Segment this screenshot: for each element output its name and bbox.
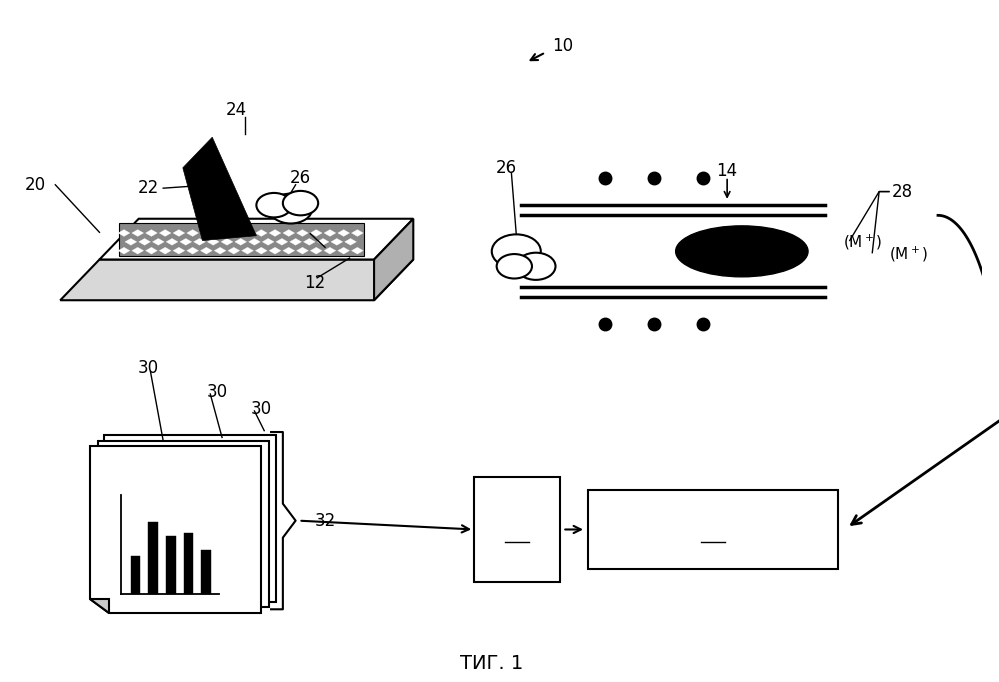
Circle shape — [492, 235, 540, 268]
Polygon shape — [283, 230, 295, 237]
Polygon shape — [311, 230, 322, 237]
Polygon shape — [249, 239, 261, 246]
Polygon shape — [324, 248, 336, 254]
Polygon shape — [104, 435, 276, 602]
Polygon shape — [194, 239, 206, 246]
Polygon shape — [228, 248, 240, 254]
Polygon shape — [214, 230, 226, 237]
Polygon shape — [297, 248, 309, 254]
Polygon shape — [90, 446, 262, 612]
Polygon shape — [132, 230, 144, 237]
Polygon shape — [159, 248, 171, 254]
Polygon shape — [304, 239, 316, 246]
Polygon shape — [180, 239, 192, 246]
Polygon shape — [60, 259, 414, 300]
Polygon shape — [201, 230, 212, 237]
Polygon shape — [187, 230, 199, 237]
Text: (M$^+$): (M$^+$) — [889, 244, 928, 264]
Polygon shape — [242, 230, 254, 237]
Text: ΤИГ. 1: ΤИГ. 1 — [461, 654, 523, 673]
Polygon shape — [338, 230, 350, 237]
Polygon shape — [352, 248, 364, 254]
Polygon shape — [338, 248, 350, 254]
Circle shape — [516, 253, 555, 280]
Polygon shape — [221, 239, 233, 246]
Polygon shape — [104, 589, 124, 602]
Polygon shape — [228, 230, 240, 237]
Text: 26: 26 — [290, 169, 311, 187]
Polygon shape — [146, 248, 157, 254]
Text: 28: 28 — [892, 183, 913, 201]
Polygon shape — [345, 239, 357, 246]
Circle shape — [269, 194, 313, 224]
Polygon shape — [100, 219, 414, 259]
Polygon shape — [208, 239, 219, 246]
Polygon shape — [118, 248, 130, 254]
Polygon shape — [173, 248, 185, 254]
Circle shape — [257, 193, 292, 218]
Polygon shape — [214, 248, 226, 254]
Bar — [202, 550, 211, 593]
Polygon shape — [318, 239, 329, 246]
Polygon shape — [183, 137, 257, 241]
Bar — [131, 557, 141, 593]
Bar — [184, 533, 194, 593]
Polygon shape — [311, 248, 322, 254]
Polygon shape — [125, 239, 137, 246]
Polygon shape — [146, 230, 157, 237]
Polygon shape — [256, 248, 267, 254]
Circle shape — [497, 254, 532, 278]
Polygon shape — [119, 224, 365, 256]
Bar — [475, 477, 560, 582]
Text: 12: 12 — [305, 274, 326, 293]
Polygon shape — [90, 599, 109, 612]
Text: 34: 34 — [506, 520, 527, 539]
Polygon shape — [269, 230, 281, 237]
Polygon shape — [166, 239, 178, 246]
Text: 10: 10 — [552, 37, 573, 55]
Text: 32: 32 — [315, 512, 336, 530]
Polygon shape — [324, 230, 336, 237]
Polygon shape — [132, 248, 144, 254]
Bar — [587, 490, 838, 569]
Text: 30: 30 — [251, 400, 272, 418]
Text: 24: 24 — [226, 101, 248, 119]
Circle shape — [283, 191, 318, 216]
Polygon shape — [187, 248, 199, 254]
Bar — [149, 522, 158, 593]
Polygon shape — [173, 230, 185, 237]
Polygon shape — [276, 239, 288, 246]
Polygon shape — [352, 230, 364, 237]
Polygon shape — [374, 219, 414, 300]
Polygon shape — [256, 230, 267, 237]
Polygon shape — [297, 230, 309, 237]
Text: 30: 30 — [138, 359, 159, 377]
Polygon shape — [159, 230, 171, 237]
Polygon shape — [331, 239, 343, 246]
Ellipse shape — [675, 226, 808, 277]
Bar — [166, 536, 176, 593]
Polygon shape — [153, 239, 164, 246]
Polygon shape — [235, 239, 247, 246]
Text: (M$^+$): (M$^+$) — [843, 233, 882, 252]
Text: 30: 30 — [207, 383, 228, 401]
Polygon shape — [98, 593, 117, 607]
Text: 22: 22 — [138, 179, 159, 197]
Polygon shape — [118, 230, 130, 237]
Text: 20: 20 — [25, 176, 46, 194]
Polygon shape — [242, 248, 254, 254]
Polygon shape — [263, 239, 274, 246]
Text: 18: 18 — [300, 230, 321, 248]
Text: 14: 14 — [716, 162, 737, 180]
Polygon shape — [98, 441, 269, 607]
Polygon shape — [139, 239, 151, 246]
Polygon shape — [283, 248, 295, 254]
Polygon shape — [201, 248, 212, 254]
Text: 16: 16 — [702, 520, 723, 539]
Polygon shape — [269, 248, 281, 254]
Polygon shape — [290, 239, 302, 246]
Text: 26: 26 — [496, 159, 517, 177]
